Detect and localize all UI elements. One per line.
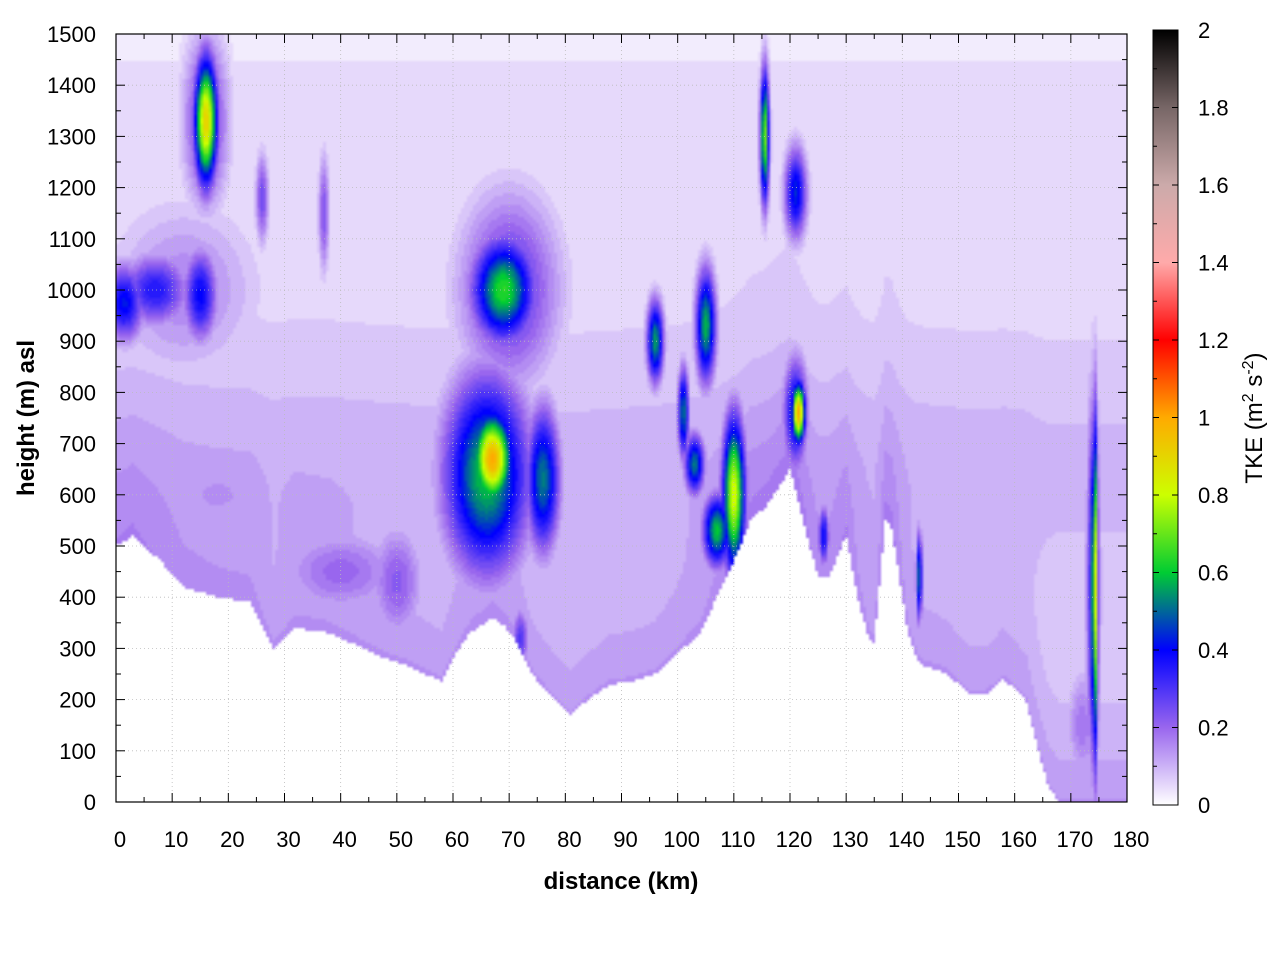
x-tick-label: 110 <box>720 827 755 852</box>
y-tick-label: 1300 <box>47 124 96 149</box>
x-tick-label: 150 <box>944 827 981 852</box>
y-tick-label: 600 <box>59 483 96 508</box>
y-axis-title: height (m) asl <box>13 340 40 496</box>
x-tick-label: 160 <box>1000 827 1037 852</box>
x-tick-label: 10 <box>164 827 188 852</box>
y-tick-label: 200 <box>59 688 96 713</box>
x-axis-title: distance (km) <box>544 868 699 895</box>
colorbar-tick-label: 0 <box>1198 793 1210 818</box>
colorbar-tick-label: 1.4 <box>1198 251 1229 276</box>
x-axis-ticks: 0 10 20 30 40 50 60 70 80 90 100 110 120 130 140 150 160… <box>114 34 1149 852</box>
colorbar-tick-label: 1.6 <box>1198 173 1229 198</box>
y-axis-ticks: 0 100 200 300 400 500 600 700 800 900 1000 1100 1200… <box>47 22 1127 815</box>
y-tick-label: 500 <box>59 534 96 559</box>
colorbar-tick-label: 0.8 <box>1198 483 1229 508</box>
y-tick-label: 400 <box>59 585 96 610</box>
y-tick-label: 300 <box>59 636 96 661</box>
y-tick-label: 700 <box>59 432 96 457</box>
x-tick-label: 90 <box>613 827 637 852</box>
x-tick-label: 130 <box>832 827 869 852</box>
y-tick-label: 1100 <box>49 227 96 252</box>
x-tick-label: 30 <box>276 827 300 852</box>
x-tick-label: 120 <box>776 827 813 852</box>
x-tick-label: 40 <box>332 827 356 852</box>
colorbar-tick-label: 1 <box>1198 406 1210 431</box>
x-tick-label: 20 <box>220 827 244 852</box>
y-tick-label: 800 <box>59 380 96 405</box>
y-tick-label: 900 <box>59 329 96 354</box>
colorbar-tick-label: 1.2 <box>1198 328 1229 353</box>
x-tick-label: 50 <box>389 827 413 852</box>
y-tick-label: 0 <box>84 790 96 815</box>
colorbar-tick-label: 2 <box>1198 18 1210 43</box>
grid-lines <box>116 34 1127 802</box>
x-tick-label: 80 <box>557 827 581 852</box>
x-tick-label: 180 <box>1113 827 1150 852</box>
x-tick-label: 100 <box>663 827 700 852</box>
colorbar-tick-label: 0.6 <box>1198 561 1229 586</box>
colorbar-tick-label: 0.2 <box>1198 716 1229 741</box>
y-tick-label: 1500 <box>47 22 96 47</box>
colorbar-title: TKE (m2 s-2) <box>1240 352 1268 483</box>
x-tick-label: 70 <box>501 827 525 852</box>
x-tick-label: 170 <box>1056 827 1093 852</box>
x-tick-label: 60 <box>445 827 469 852</box>
y-tick-label: 1000 <box>47 278 96 303</box>
y-tick-label: 100 <box>59 739 96 764</box>
x-tick-label: 0 <box>114 827 126 852</box>
colorbar-tick-label: 0.4 <box>1198 638 1229 663</box>
x-tick-label: 140 <box>888 827 925 852</box>
y-tick-label: 1400 <box>47 73 96 98</box>
colorbar-tick-label: 1.8 <box>1198 96 1229 121</box>
colorbar-ticks: 0 0.2 0.4 0.6 0.8 1 1.2 1.4 1.6 1.8 2 <box>1153 18 1229 818</box>
y-tick-label: 1200 <box>47 176 96 201</box>
